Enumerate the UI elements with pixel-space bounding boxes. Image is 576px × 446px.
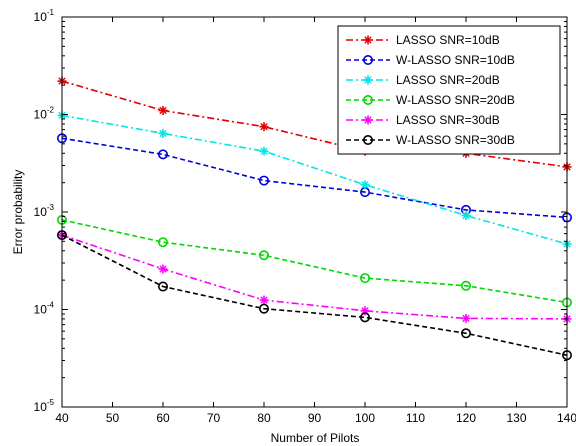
series-line xyxy=(61,234,568,320)
data-point xyxy=(362,135,373,146)
y-tick-label: 10-3 xyxy=(34,203,55,219)
marker-stroke xyxy=(260,147,268,155)
data-point xyxy=(158,281,169,292)
data-point xyxy=(259,146,269,156)
x-tick-label: 130 xyxy=(506,411,526,425)
legend-entry: LASSO SNR=20dB xyxy=(346,73,500,87)
data-point xyxy=(363,75,373,85)
marker-stroke xyxy=(462,211,470,220)
data-point xyxy=(258,303,269,314)
series-line xyxy=(61,137,568,219)
marker-stroke xyxy=(364,36,372,44)
series-4 xyxy=(56,214,572,308)
data-point xyxy=(362,95,373,106)
marker-stroke xyxy=(364,116,372,124)
legend-entry: LASSO SNR=10dB xyxy=(346,33,500,47)
x-tick-label: 100 xyxy=(355,411,375,425)
x-tick-label: 80 xyxy=(257,411,271,425)
data-point xyxy=(360,180,370,190)
y-tick-label: 10-5 xyxy=(34,398,55,414)
data-point xyxy=(158,237,169,248)
data-point xyxy=(363,35,373,45)
legend: LASSO SNR=10dB W-LASSO SNR=10dB LASSO SNR=… xyxy=(337,25,561,155)
data-point xyxy=(158,105,168,115)
data-point xyxy=(460,280,471,291)
tick-labels: 40 50 60 70 80 90 100 110 120 130 140 10-5 10-4 10-3 1… xyxy=(34,8,576,425)
data-point xyxy=(158,149,169,160)
data-point xyxy=(258,175,269,186)
x-tick-label: 70 xyxy=(207,411,221,425)
legend-box xyxy=(337,25,561,155)
y-tick-label: 10-1 xyxy=(34,8,55,24)
x-axis-label: Number of Pilots xyxy=(271,431,360,445)
series-line xyxy=(61,219,568,304)
marker-stroke xyxy=(260,122,268,131)
data-point xyxy=(158,128,168,138)
data-point xyxy=(359,273,370,284)
x-tick-label: 90 xyxy=(308,411,322,425)
series-line xyxy=(61,234,568,356)
legend-label: LASSO SNR=30dB xyxy=(396,113,500,127)
data-point xyxy=(460,328,471,339)
data-point xyxy=(363,115,373,125)
legend-label: LASSO SNR=20dB xyxy=(396,73,500,87)
axes-layer xyxy=(61,16,568,408)
marker-stroke xyxy=(364,76,372,84)
marker-stroke xyxy=(462,314,470,323)
x-tick-label: 110 xyxy=(406,411,425,425)
legend-label: LASSO SNR=10dB xyxy=(396,33,500,47)
data-point xyxy=(259,122,269,132)
data-point xyxy=(461,211,471,221)
data-point xyxy=(461,313,471,323)
x-tick-label: 60 xyxy=(156,411,170,425)
x-tick-label: 50 xyxy=(106,411,120,425)
series-line xyxy=(61,114,568,245)
marker-stroke xyxy=(159,265,167,273)
data-point xyxy=(359,312,370,323)
data-point xyxy=(258,250,269,261)
x-tick-label: 40 xyxy=(55,411,69,425)
legend-label: W-LASSO SNR=30dB xyxy=(396,133,515,147)
marker-stroke xyxy=(159,129,167,138)
marker-stroke xyxy=(361,181,369,189)
y-axis-label: Error probability xyxy=(11,170,25,255)
legend-label: W-LASSO SNR=20dB xyxy=(396,93,515,107)
legend-label: W-LASSO SNR=10dB xyxy=(396,53,515,67)
marker-stroke xyxy=(159,106,167,115)
legend-entry: W-LASSO SNR=10dB xyxy=(346,53,515,67)
x-tick-label: 140 xyxy=(557,411,576,425)
y-tick-label: 10-4 xyxy=(34,301,55,317)
data-point xyxy=(259,295,269,305)
data-point xyxy=(158,264,168,274)
legend-entry: W-LASSO SNR=20dB xyxy=(346,93,515,107)
y-tick-label: 10-2 xyxy=(34,106,55,122)
data-point xyxy=(362,54,373,65)
marker-stroke xyxy=(260,296,268,304)
series-line xyxy=(61,80,568,168)
legend-entry: LASSO SNR=30dB xyxy=(346,113,500,127)
legend-entry: W-LASSO SNR=30dB xyxy=(346,133,515,147)
x-tick-label: 120 xyxy=(456,411,476,425)
